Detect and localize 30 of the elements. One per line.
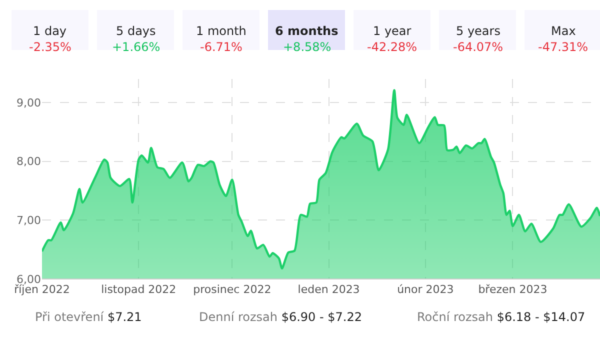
text: -64.07% (453, 40, 504, 54)
text: $7.21 (107, 310, 142, 324)
text: -42.28% (367, 40, 418, 54)
text: Při otevření (35, 310, 104, 324)
text: 1 month (196, 24, 246, 38)
x-tick-label: leden 2023 (298, 283, 360, 296)
y-tick-label: 7,00 (16, 214, 41, 228)
x-tick-label: březen 2023 (478, 283, 548, 296)
y-tick-label: 6,00 (16, 272, 41, 286)
text: 6 months (275, 24, 338, 38)
y-tick-label: 8,00 (16, 155, 41, 168)
text: Max (551, 24, 576, 38)
y-tick-label: 9,00 (16, 96, 41, 110)
text: +8.58% (283, 40, 332, 54)
x-tick-label: prosinec 2022 (193, 283, 272, 296)
text: Denní rozsah (199, 310, 278, 324)
text: $6.90 - $7.22 (281, 310, 362, 324)
text: Roční rozsah (417, 310, 494, 324)
text: 5 days (116, 24, 156, 38)
text: -47.31% (538, 40, 588, 54)
x-tick-label: únor 2023 (397, 283, 454, 296)
text: $6.18 - $14.07 (496, 310, 586, 324)
x-tick-label: listopad 2022 (101, 283, 176, 296)
text: 5 years (456, 24, 500, 38)
text: 1 year (373, 24, 412, 38)
text: -2.35% (29, 40, 72, 54)
text: -6.71% (200, 40, 242, 54)
text: 1 day (33, 24, 67, 38)
text: +1.66% (112, 40, 160, 54)
x-tick-label: říjen 2022 (14, 283, 70, 296)
